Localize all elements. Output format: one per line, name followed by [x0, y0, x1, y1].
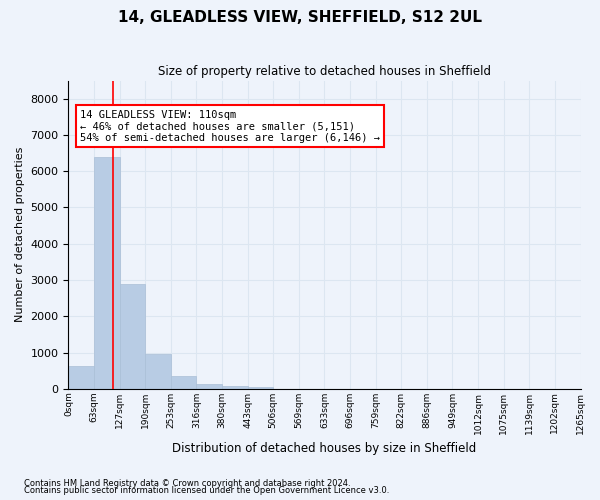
Bar [248, 387, 273, 389]
Bar [145, 354, 171, 389]
Bar [196, 384, 222, 389]
Bar [68, 366, 94, 389]
Bar [171, 376, 196, 389]
Bar [222, 386, 248, 389]
Text: 14 GLEADLESS VIEW: 110sqm
← 46% of detached houses are smaller (5,151)
54% of se: 14 GLEADLESS VIEW: 110sqm ← 46% of detac… [80, 110, 380, 143]
Text: Contains HM Land Registry data © Crown copyright and database right 2024.: Contains HM Land Registry data © Crown c… [24, 478, 350, 488]
Title: Size of property relative to detached houses in Sheffield: Size of property relative to detached ho… [158, 65, 491, 78]
Text: 14, GLEADLESS VIEW, SHEFFIELD, S12 2UL: 14, GLEADLESS VIEW, SHEFFIELD, S12 2UL [118, 10, 482, 25]
Bar [119, 284, 145, 389]
Text: Contains public sector information licensed under the Open Government Licence v3: Contains public sector information licen… [24, 486, 389, 495]
X-axis label: Distribution of detached houses by size in Sheffield: Distribution of detached houses by size … [172, 442, 476, 455]
Bar [94, 156, 119, 389]
Y-axis label: Number of detached properties: Number of detached properties [15, 147, 25, 322]
